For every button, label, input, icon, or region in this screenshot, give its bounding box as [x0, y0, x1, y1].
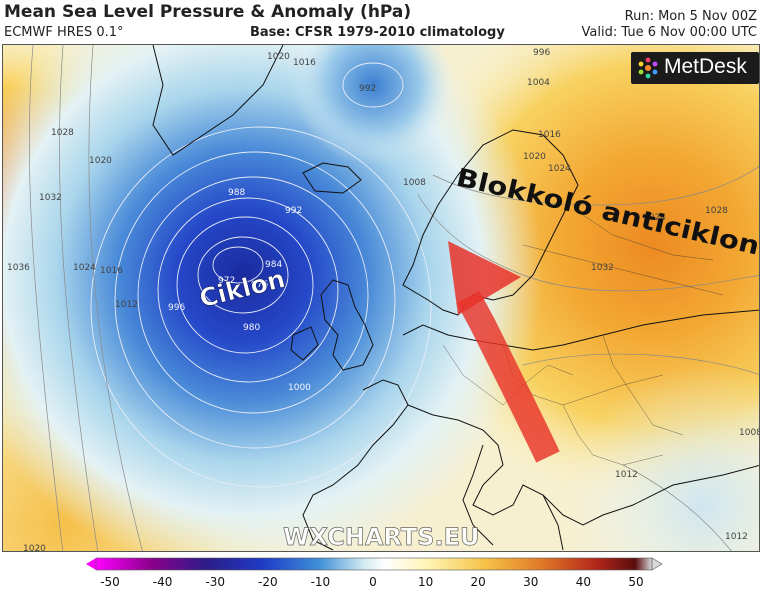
colorbar-min-arrow	[86, 558, 96, 570]
valid-time-label: Valid: Tue 6 Nov 00:00 UTC	[581, 25, 757, 40]
chart-title: Mean Sea Level Pressure & Anomaly (hPa)	[4, 2, 412, 22]
colorbar-tick-label: -50	[100, 575, 120, 589]
colorbar-bar	[86, 557, 663, 571]
isobar-label: 1012	[115, 300, 138, 310]
isobar-label: 1008	[739, 428, 760, 438]
coastlines	[152, 45, 759, 551]
isobar-label: 1036	[7, 263, 30, 273]
colorbar-tick-label: 0	[369, 575, 377, 589]
isobar-label: 1012	[615, 470, 638, 480]
colorbar-tick-label: -20	[257, 575, 278, 589]
isobar-label: 1016	[100, 266, 123, 276]
isobar-label: 1016	[293, 58, 316, 68]
isobar-label: 1020	[89, 156, 112, 166]
isobar-label: 1004	[527, 78, 550, 88]
isobar-label: 996	[168, 303, 185, 313]
isobar-label: 1024	[643, 213, 666, 223]
isobar-label: 984	[265, 260, 282, 270]
model-label: ECMWF HRES 0.1°	[4, 25, 124, 40]
metdesk-logo: MetDesk	[631, 52, 759, 84]
isobar-label: 1020	[523, 152, 546, 162]
isobar-label: 1008	[403, 178, 426, 188]
isobar-label: 1024	[73, 263, 96, 273]
isobar-label: 980	[243, 323, 260, 333]
metdesk-logo-icon	[638, 57, 658, 79]
colorbar-tick-label: -30	[205, 575, 225, 589]
isobar-label: 1020	[23, 544, 46, 552]
low-isobar-labels: 972 976 980 984 988 992 996 1000	[168, 188, 311, 393]
run-time-label: Run: Mon 5 Nov 00Z	[624, 9, 757, 24]
isobar-label: 1032	[591, 263, 614, 273]
isobar-label: 1000	[288, 383, 311, 393]
isobar-label: 976	[251, 280, 268, 290]
colorbar-max-arrow	[651, 557, 663, 571]
colorbar-tick-label: 40	[575, 575, 592, 589]
colorbar-tick-label: -10	[310, 575, 331, 589]
low-isobars	[90, 62, 432, 488]
colorbar-tick-label: 30	[523, 575, 539, 589]
isobar-label: 996	[533, 48, 550, 58]
climatology-base-label: Base: CFSR 1979-2010 climatology	[250, 25, 505, 40]
colorbar-gradient	[95, 557, 653, 571]
isobar-label: 992	[285, 206, 302, 216]
anomaly-colorbar: -50 -40 -30 -20 -10 0 10 20 30 40 50	[0, 555, 763, 600]
isobar-label: 992	[359, 84, 376, 94]
map-canvas: 972 976 980 984 988 992 996 1000 1012 10…	[3, 45, 760, 552]
wxcharts-watermark: WXCHARTS.EU	[283, 523, 479, 551]
metdesk-logo-text: MetDesk	[664, 55, 747, 78]
isobar-label: 1024	[548, 164, 571, 174]
colorbar-tick-label: 20	[470, 575, 486, 589]
colorbar-tick-label: 10	[417, 575, 434, 589]
pressure-anomaly-map: 972 976 980 984 988 992 996 1000 1012 10…	[2, 44, 760, 552]
isobar-label: 1016	[538, 130, 561, 140]
outer-isobar-labels: 1012 1016 1020 1024 1028 1032 1036 992 9…	[7, 48, 760, 552]
arrow-head	[448, 241, 521, 315]
outer-isobars	[28, 45, 759, 551]
isobar-label: 1032	[39, 193, 62, 203]
chart-header: Mean Sea Level Pressure & Anomaly (hPa) …	[0, 0, 763, 44]
colorbar-tick-label: -40	[152, 575, 173, 589]
isobar-label: 1012	[725, 532, 748, 542]
colorbar-tick-label: 50	[628, 575, 644, 589]
isobar-label: 1028	[705, 206, 728, 216]
isobar-label: 988	[228, 188, 245, 198]
isobar-label: 1028	[51, 128, 74, 138]
isobar-label: 972	[218, 276, 235, 286]
blocking-arrow	[448, 241, 560, 463]
isobar-label: 1020	[267, 52, 290, 62]
north-low-field	[3, 45, 759, 551]
